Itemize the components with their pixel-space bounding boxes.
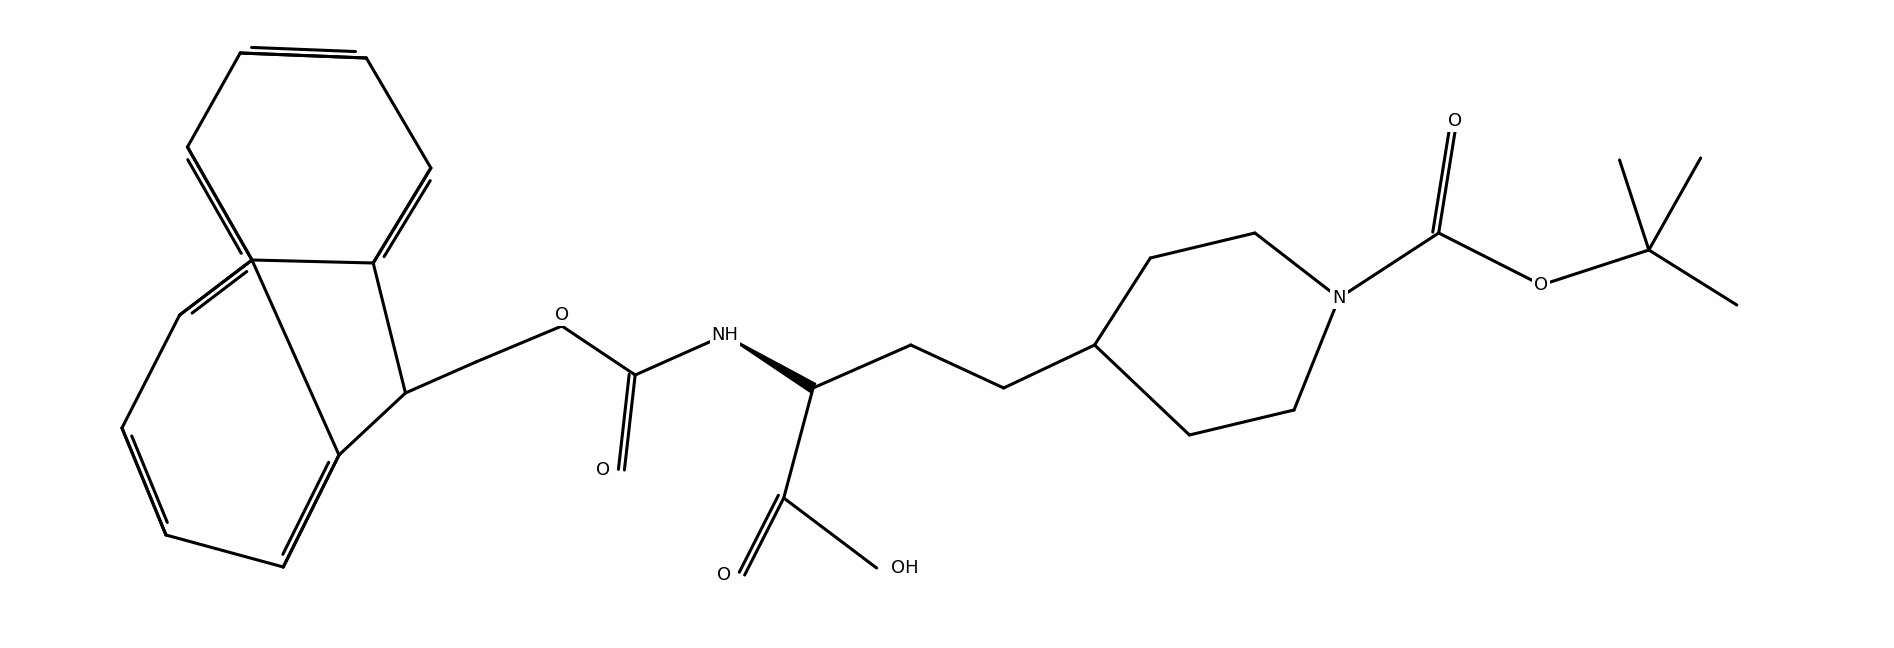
Text: OH: OH — [890, 559, 919, 577]
Polygon shape — [725, 335, 816, 392]
Text: O: O — [597, 461, 610, 479]
Text: O: O — [1449, 111, 1462, 130]
Text: N: N — [1331, 289, 1347, 307]
Text: O: O — [1534, 276, 1549, 294]
Text: O: O — [716, 566, 731, 584]
Text: O: O — [555, 306, 568, 324]
Text: NH: NH — [712, 326, 739, 344]
